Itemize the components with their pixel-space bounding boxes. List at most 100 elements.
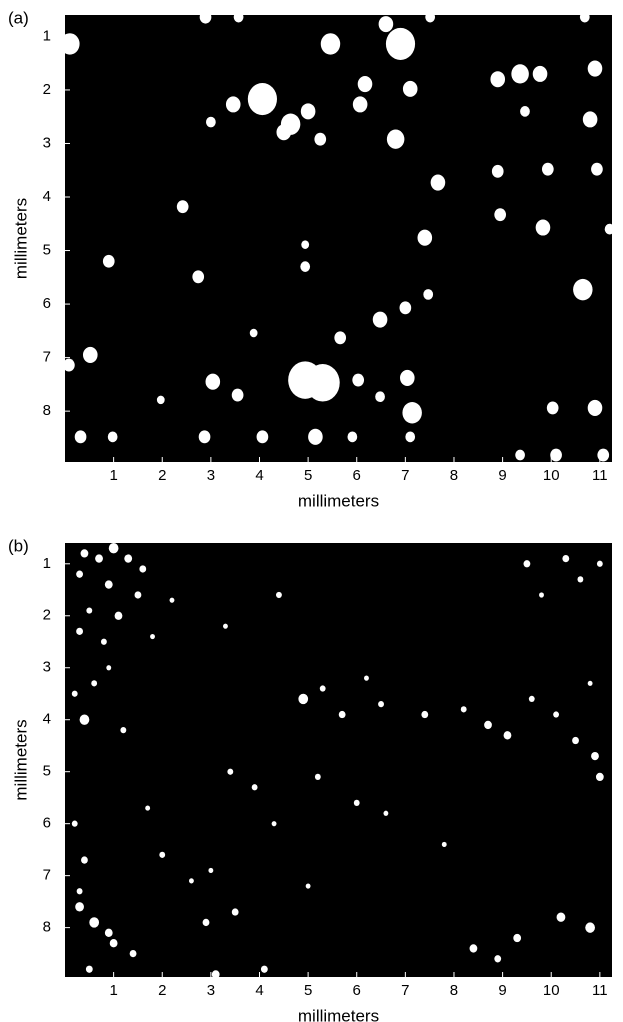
speck [76,627,83,635]
speck [577,576,584,583]
x-tick-label: 11 [592,982,608,999]
speck [347,431,358,443]
speck [423,289,434,300]
speck [308,428,323,445]
speck [469,944,478,953]
speck [535,219,551,236]
x-tick-label: 6 [353,982,361,999]
x-tick-label: 4 [255,982,263,999]
speck [100,638,107,645]
y-tick-label: 6 [43,815,51,832]
x-tick-label: 3 [207,982,215,999]
speck [532,65,548,82]
speck [159,851,166,858]
speck [334,331,347,345]
y-tick-label: 6 [43,295,51,312]
speck [597,448,610,462]
speck [188,878,194,884]
speck [301,240,310,249]
speck [421,710,429,719]
speck [85,965,93,973]
speck [515,449,525,461]
speck [108,543,119,554]
y-tick-label: 8 [43,402,51,419]
x-tick-label: 10 [543,982,560,999]
speck [298,693,309,705]
x-tick-label: 1 [109,982,117,999]
y-tick-label: 7 [43,867,51,884]
speck [314,773,321,781]
x-tick-label: 6 [353,467,361,484]
speck [76,888,83,895]
speck [425,15,436,23]
speck [134,591,142,599]
y-tick-label: 2 [43,607,51,624]
speck [74,430,87,444]
x-tick-label: 1 [109,467,117,484]
speck [139,565,147,573]
speck [120,726,127,734]
speck [227,768,234,775]
speck [491,164,504,178]
speck [79,714,90,725]
speck [553,711,560,718]
speck [541,162,554,176]
speck [150,633,155,640]
x-tick-label: 7 [401,467,409,484]
speck [587,60,603,77]
speck [305,364,340,402]
speck [129,949,137,958]
speck [314,132,327,146]
x-tick-label: 2 [158,982,166,999]
speck [513,933,522,943]
speck [353,799,360,806]
y-tick-label: 5 [43,763,51,780]
speck [494,208,507,222]
speck [539,592,544,598]
speck [206,116,216,128]
speck [71,820,78,827]
y-tick-label: 3 [43,134,51,151]
x-tick-label: 5 [304,467,312,484]
speck [546,401,559,415]
y-tick-label: 7 [43,349,51,366]
speck [107,431,118,443]
speck [249,328,258,338]
image-area [65,15,612,462]
speck [109,939,118,948]
y-tick-label: 1 [43,27,51,44]
speck [233,15,244,23]
speck [364,675,369,681]
speck [80,549,89,558]
speck [156,395,165,405]
speck [405,431,416,443]
speck [417,229,433,246]
speck [587,399,603,416]
speck [276,124,292,141]
speck [385,27,416,60]
speck [104,580,113,589]
y-tick-label: 4 [43,188,51,205]
speck [76,570,83,578]
speck [176,200,189,214]
speck [572,736,579,745]
speck [231,908,239,916]
y-tick-label: 3 [43,659,51,676]
speck [528,695,535,703]
speck [585,922,595,933]
x-tick-label: 9 [498,467,506,484]
y-axis-label: millimeters [11,198,30,279]
speck [192,270,205,284]
speck [352,96,368,113]
speck [484,720,492,730]
speck [460,706,467,713]
speck [102,254,115,268]
y-tick-label: 4 [43,711,51,728]
speck [95,554,103,563]
speck [430,174,446,191]
y-axis-label: millimeters [11,719,30,800]
speck [402,80,418,97]
x-tick-label: 11 [592,467,608,484]
speck [375,391,385,403]
